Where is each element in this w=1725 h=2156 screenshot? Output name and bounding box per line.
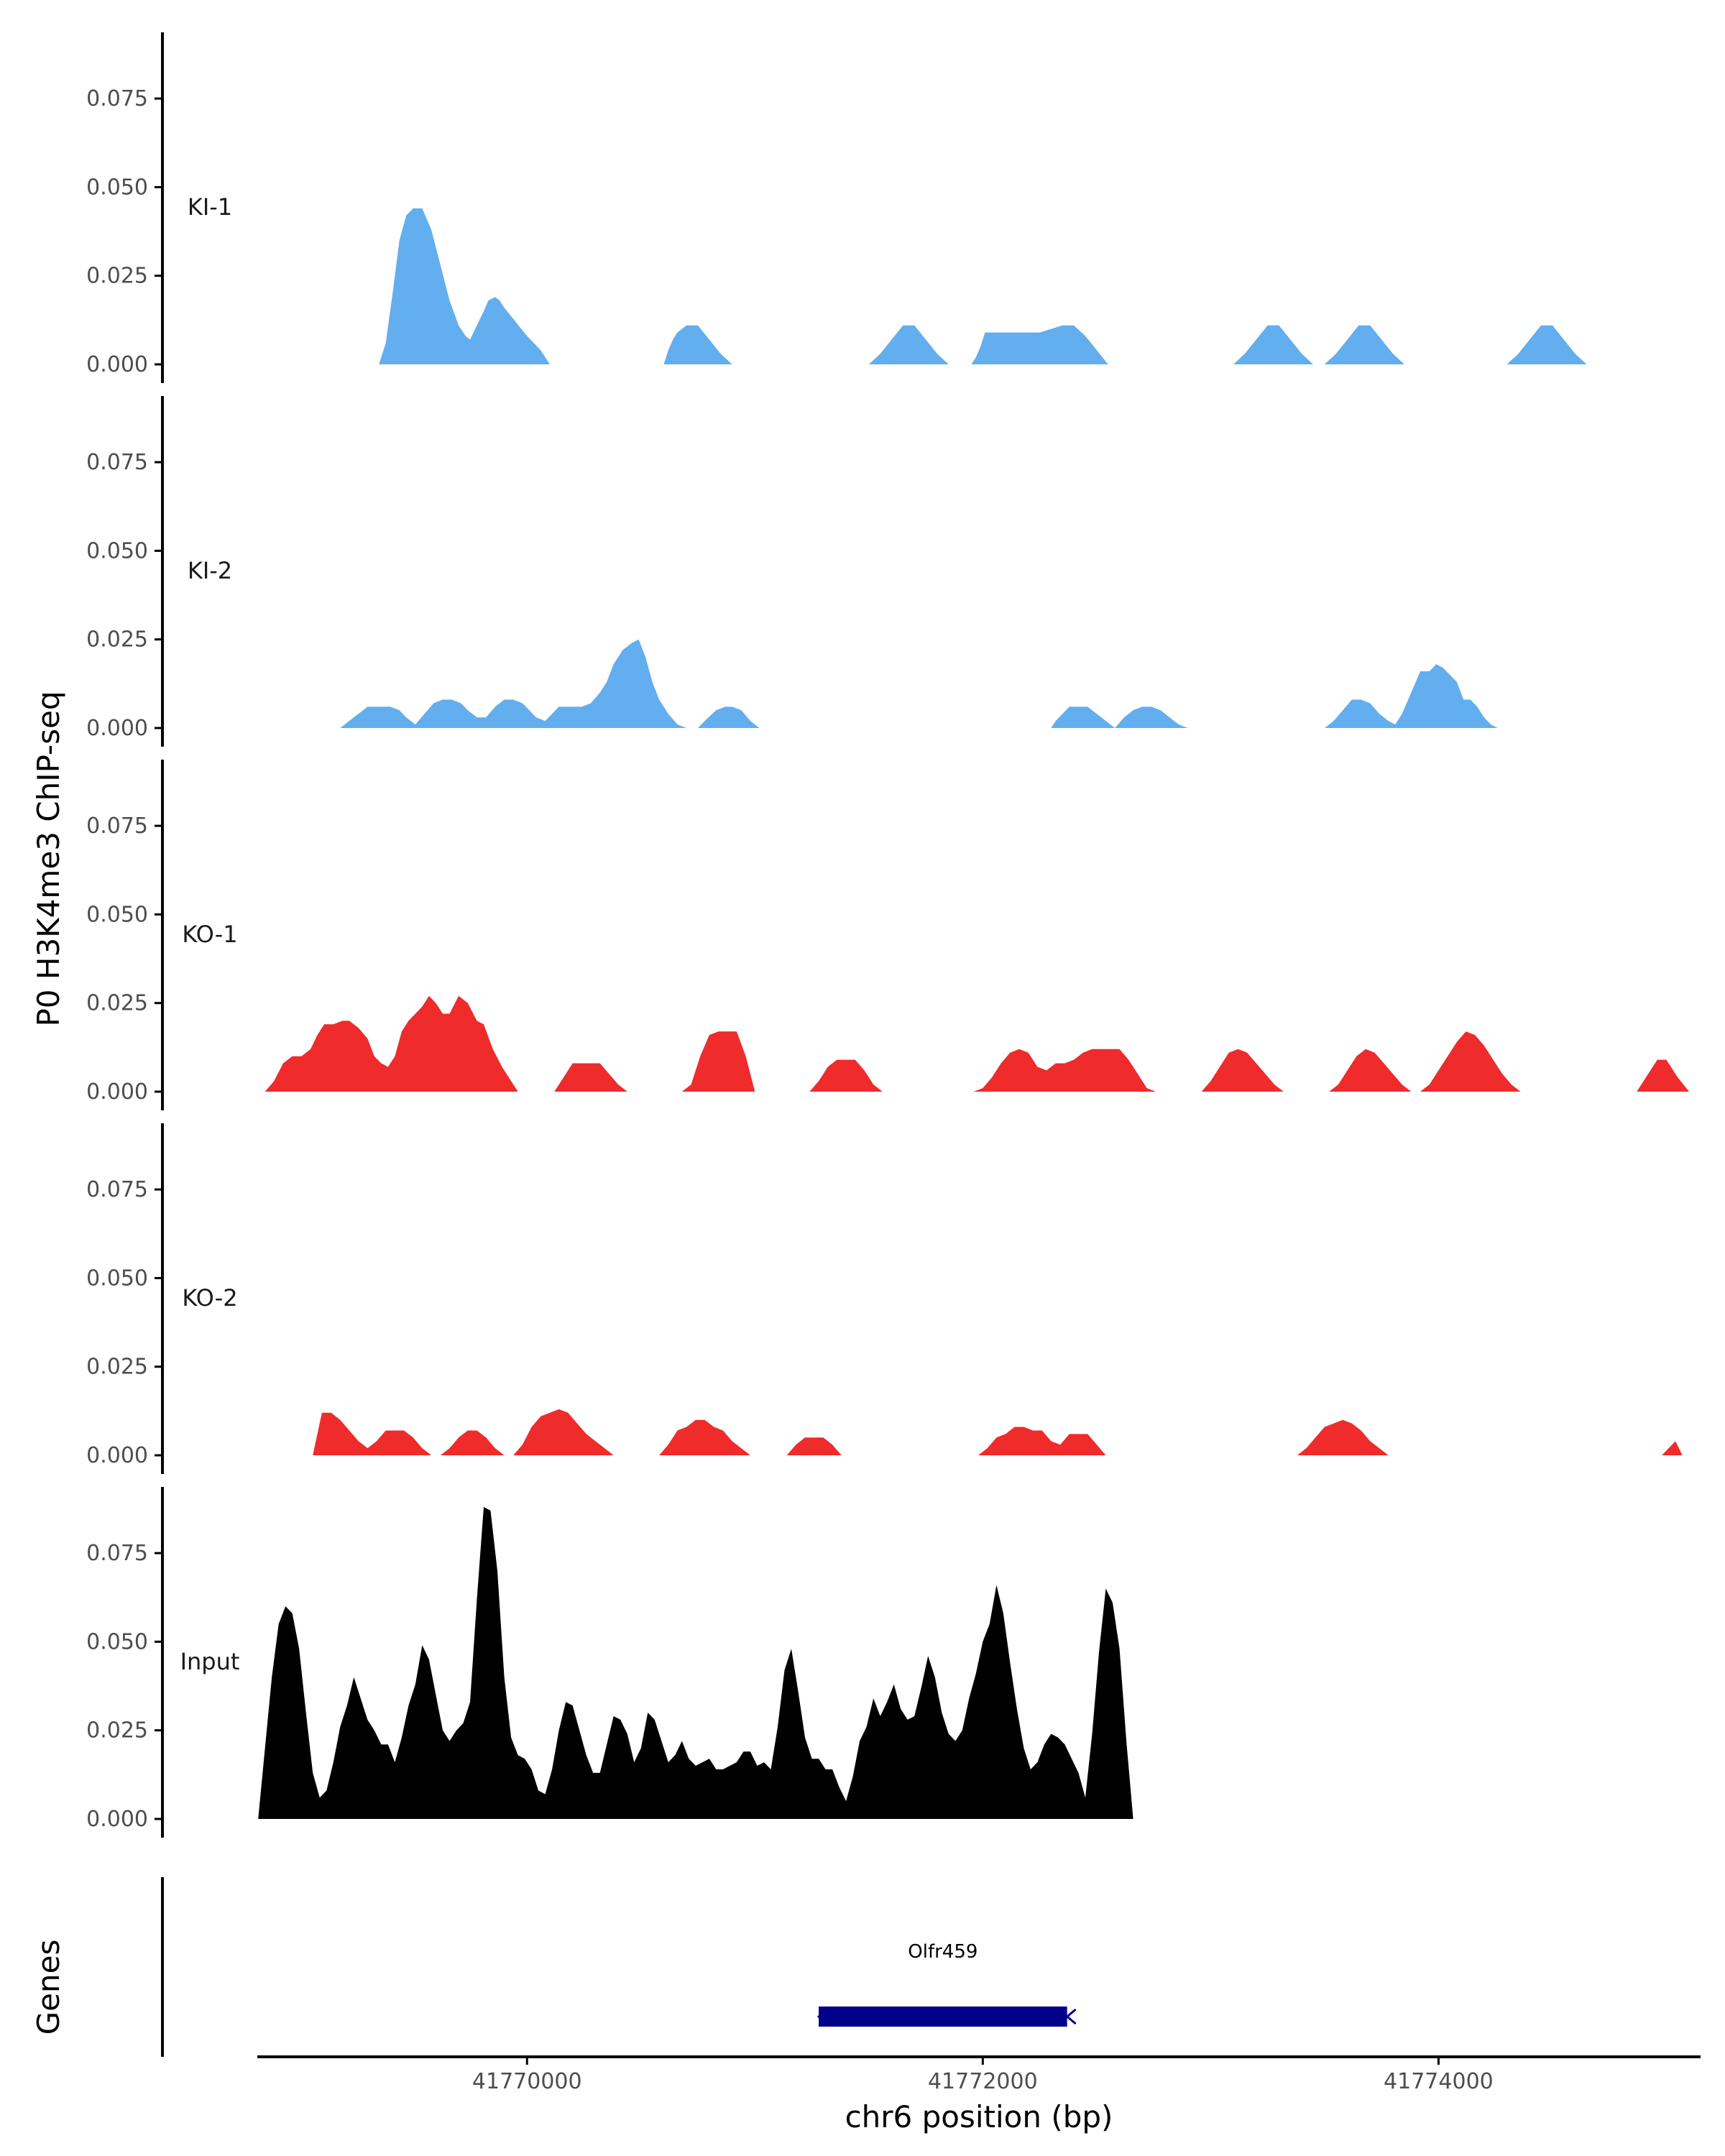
x-tick-label: 41770000 — [472, 2069, 582, 2094]
y-tick-label: 0.025 — [86, 627, 148, 653]
y-tick-label: 0.075 — [86, 86, 148, 111]
y-tick-label: 0.075 — [86, 1177, 148, 1202]
track-label-ki-1: KI-1 — [188, 193, 232, 221]
track-label-input: Input — [180, 1648, 240, 1675]
track-panel-input: 0.000 0.025 0.050 0.075 Input — [86, 1487, 1646, 1838]
y-axis-title: P0 H3K4me3 ChIP-seq — [31, 691, 66, 1026]
y-tick-label: 0.025 — [86, 1718, 148, 1743]
x-axis: 41770000 41772000 41774000 — [257, 2055, 1701, 2094]
y-tick-label: 0.075 — [86, 450, 148, 475]
y-tick-label: 0.000 — [86, 1807, 148, 1832]
track-panel-ki-2: 0.000 0.025 0.050 0.075 KI-2 — [86, 396, 1701, 747]
x-tick-label: 41774000 — [1384, 2069, 1494, 2094]
y-tick-label: 0.075 — [86, 814, 148, 839]
signal-area-ko-2 — [162, 1409, 1683, 1455]
y-tick-label: 0.050 — [86, 538, 148, 563]
y-tick-label: 0.050 — [86, 1266, 148, 1291]
strand-arrow-right — [1065, 2008, 1077, 2025]
track-panel-ko-1: 0.000 0.025 0.050 0.075 KO-1 — [86, 760, 1690, 1110]
y-tick-label: 0.075 — [86, 1541, 148, 1566]
gene-body — [819, 2007, 1067, 2027]
track-label-ko-2: KO-2 — [182, 1284, 237, 1312]
genes-panel: Olfr459 — [161, 1877, 1077, 2057]
y-tick-label: 0.025 — [86, 991, 148, 1016]
y-tick-label: 0.050 — [86, 902, 148, 927]
y-tick-label: 0.000 — [86, 352, 148, 377]
y-tick-label: 0.025 — [86, 264, 148, 289]
y-tick-label: 0.050 — [86, 1629, 148, 1654]
x-axis-title: chr6 position (bp) — [845, 2099, 1113, 2134]
y-tick-label: 0.000 — [86, 716, 148, 741]
x-tick-label: 41772000 — [928, 2069, 1038, 2094]
signal-area-ki-1 — [342, 208, 1678, 364]
y-tick-label: 0.050 — [86, 175, 148, 200]
track-label-ko-1: KO-1 — [182, 921, 237, 948]
signal-area-ko-1 — [162, 995, 1690, 1092]
track-panel-ki-1: 0.000 0.025 0.050 0.075 KI-1 — [86, 32, 1678, 383]
gene-name-label: Olfr459 — [908, 1941, 978, 1963]
tracks-layer: 0.0000.0250.0500.075KI-10.0000.0250.0500… — [86, 32, 1701, 1838]
track-panel-ko-2: 0.000 0.025 0.050 0.075 KO-2 — [86, 1123, 1683, 1474]
genes-axis-title: Genes — [31, 1940, 66, 2035]
y-tick-label: 0.025 — [86, 1355, 148, 1380]
track-label-ki-2: KI-2 — [188, 557, 232, 584]
y-tick-label: 0.000 — [86, 1079, 148, 1105]
signal-area-input — [258, 1507, 1646, 1819]
y-tick-label: 0.000 — [86, 1443, 148, 1468]
strand-arrow-left — [816, 2008, 829, 2025]
